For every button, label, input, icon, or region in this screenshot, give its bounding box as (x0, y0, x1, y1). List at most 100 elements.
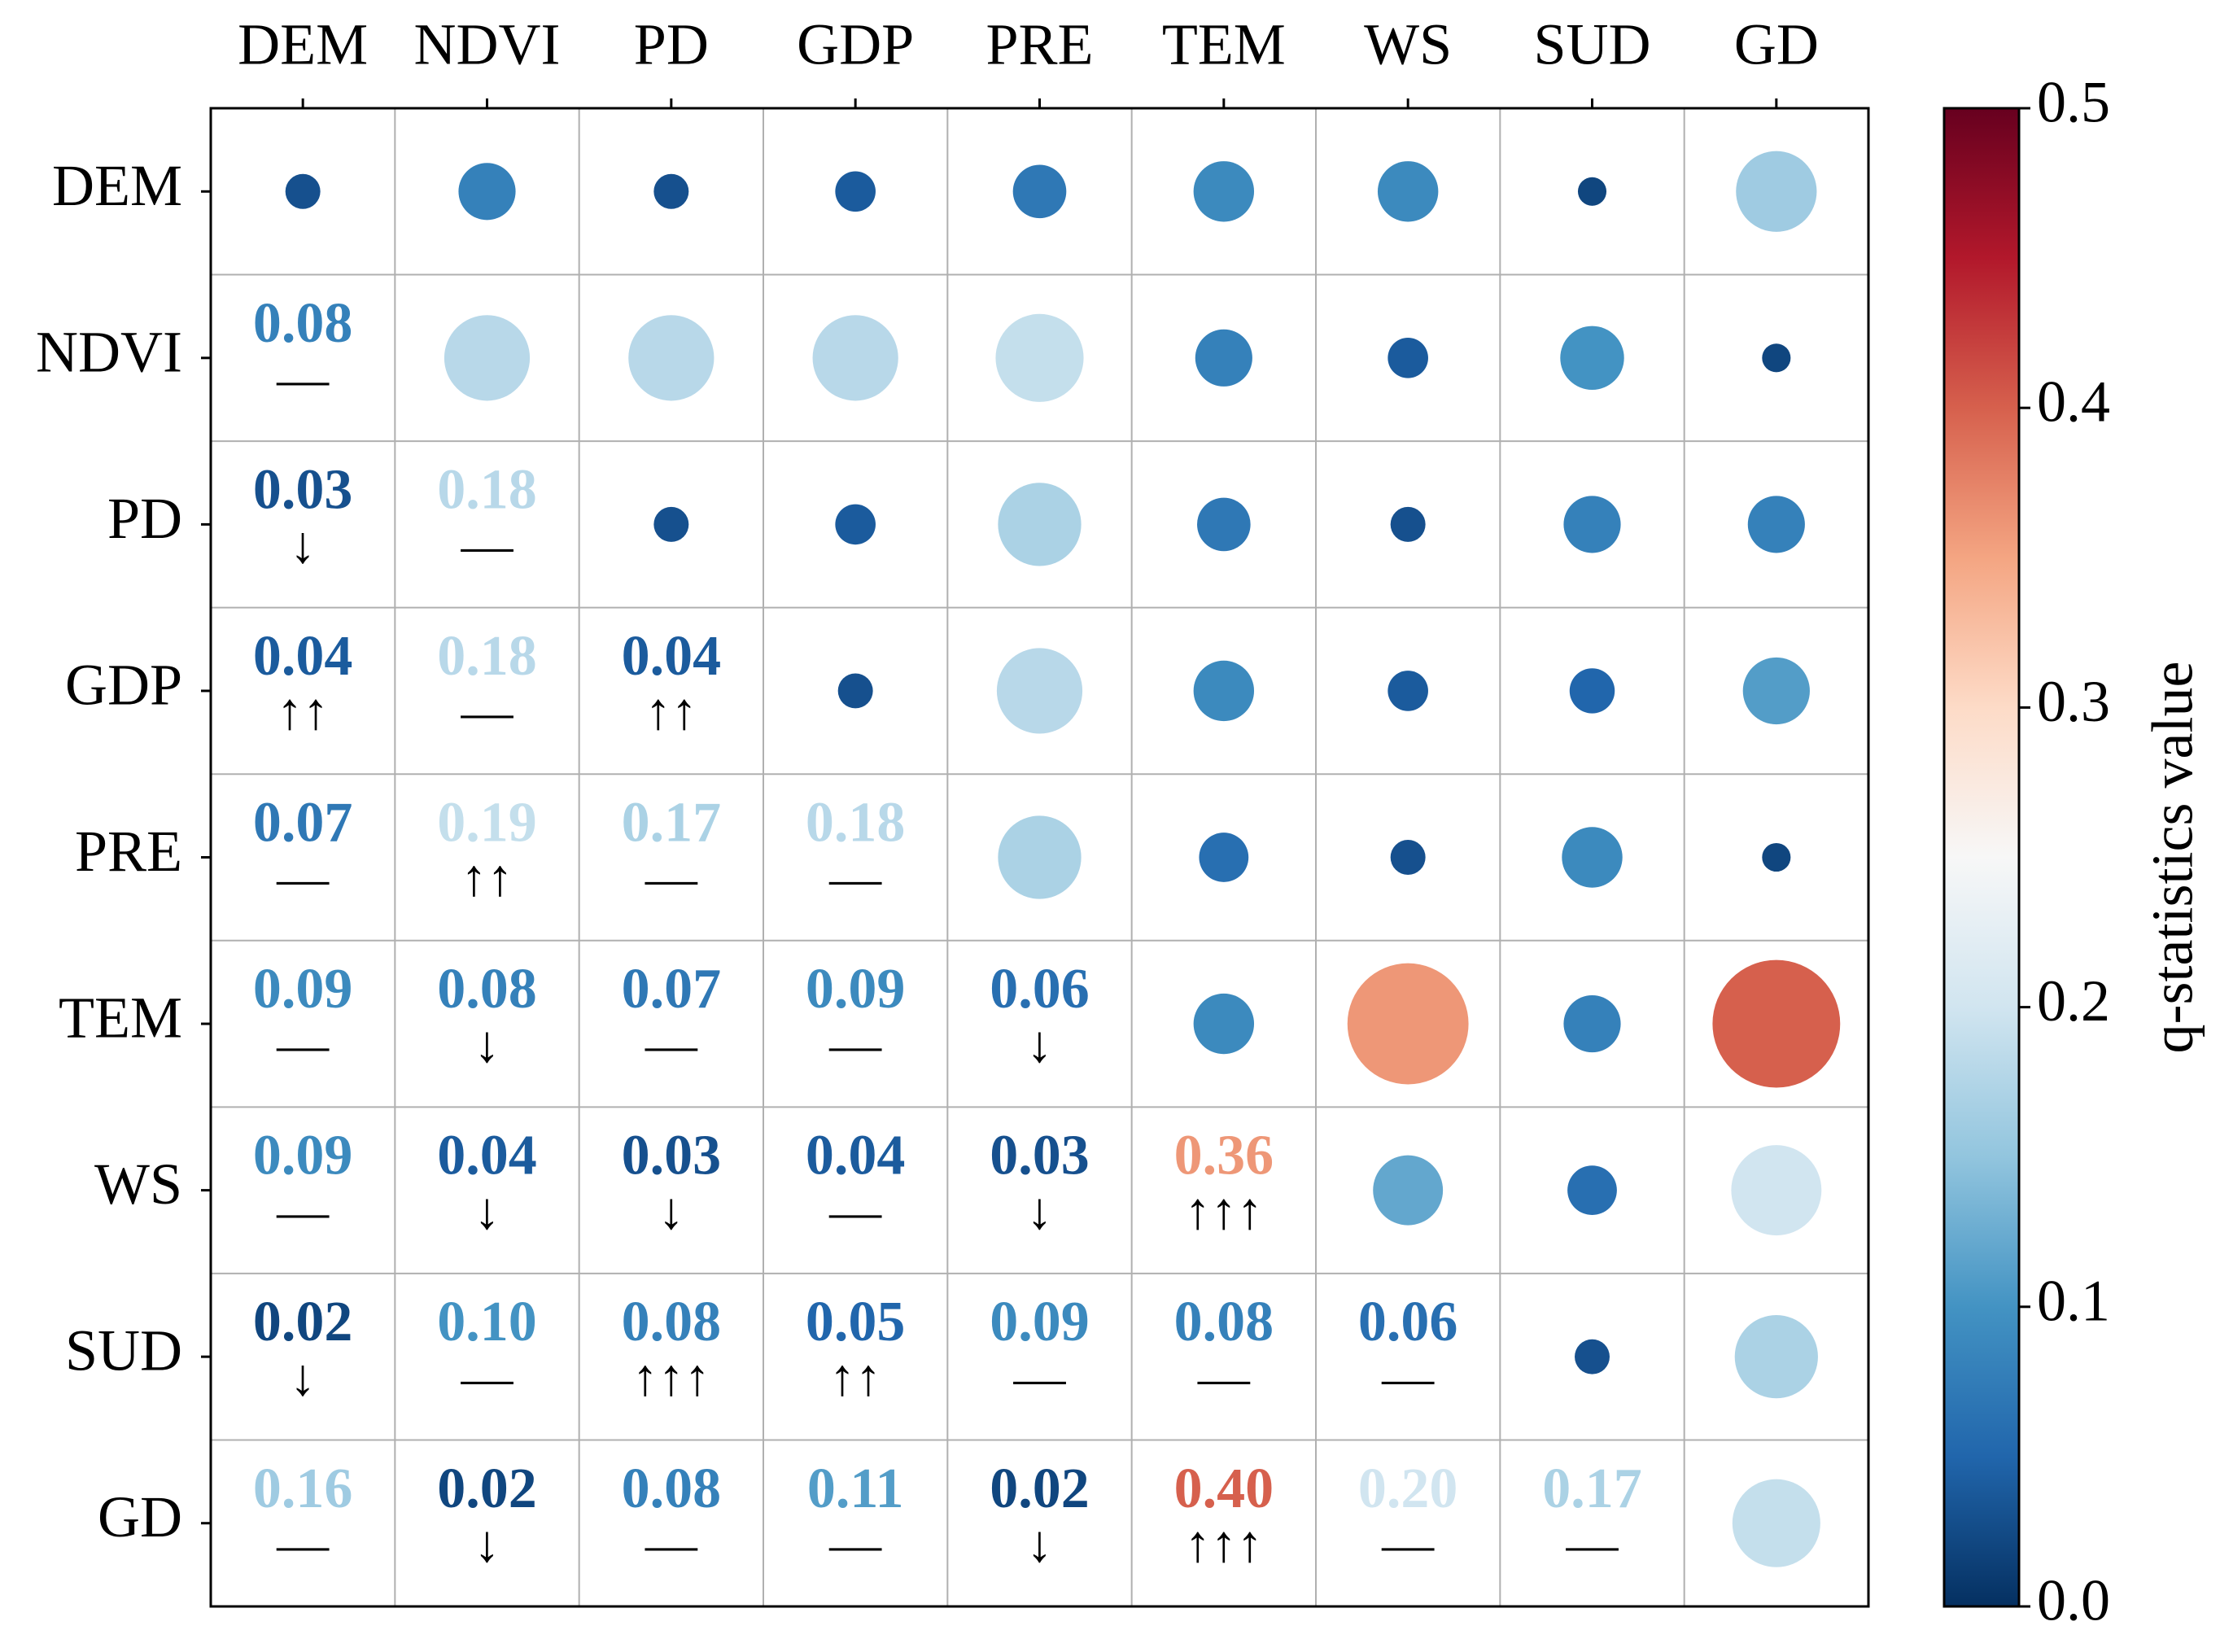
row-label: NDVI (36, 319, 182, 384)
q-value-label: 0.02 (437, 1458, 537, 1520)
interaction-marker: ↓ (474, 1182, 500, 1239)
interaction-marker: — (828, 1514, 882, 1572)
column-label: SUD (1533, 12, 1650, 77)
column-label: DEM (238, 12, 368, 77)
q-value-label: 0.09 (253, 1125, 353, 1187)
q-circle (1569, 668, 1615, 714)
interaction-marker: — (461, 1348, 514, 1406)
row-label: WS (94, 1152, 182, 1217)
interaction-marker: — (1013, 1348, 1067, 1406)
q-circle (1193, 660, 1255, 722)
q-value-label: 0.02 (253, 1291, 353, 1353)
row-label: GDP (65, 652, 182, 717)
q-circle (1373, 1155, 1444, 1226)
q-circle (1012, 164, 1067, 219)
q-value-label: 0.04 (437, 1125, 537, 1187)
row-label: DEM (52, 153, 182, 218)
interaction-marker: — (1197, 1348, 1251, 1406)
row-label: PD (107, 486, 182, 551)
q-circle (1347, 963, 1469, 1085)
q-circle (285, 173, 321, 209)
row-label: GD (98, 1484, 182, 1549)
interaction-marker: — (276, 1182, 330, 1239)
colorbar-tick-label: 0.5 (2037, 70, 2110, 135)
interaction-marker: — (645, 1514, 698, 1572)
column-label: PRE (985, 12, 1093, 77)
q-circle (1762, 842, 1791, 872)
q-circle (1388, 671, 1428, 711)
q-circle (1560, 326, 1624, 391)
q-circle (1567, 1165, 1617, 1215)
q-value-label: 0.09 (253, 958, 353, 1020)
column-label: TEM (1162, 12, 1286, 77)
interaction-marker: ↓ (474, 1514, 500, 1572)
q-value-label: 0.09 (806, 958, 906, 1020)
q-circle (835, 504, 876, 545)
q-circle (1390, 840, 1426, 875)
q-circle (1199, 833, 1249, 882)
q-circle (996, 648, 1083, 734)
q-circle (998, 483, 1082, 566)
q-circle (1563, 496, 1621, 553)
interaction-marker: — (1381, 1348, 1435, 1406)
q-value-label: 0.04 (622, 625, 722, 688)
interaction-marker: — (461, 683, 514, 741)
interaction-marker: ↑↑↑ (1185, 1182, 1263, 1239)
q-value-label: 0.06 (990, 958, 1090, 1020)
q-value-label: 0.10 (437, 1291, 537, 1353)
q-value-label: 0.08 (1174, 1291, 1274, 1353)
q-value-label: 0.02 (990, 1458, 1090, 1520)
interaction-marker: — (828, 1016, 882, 1073)
interaction-marker: — (276, 1016, 330, 1073)
q-value-label: 0.17 (622, 792, 722, 854)
q-value-label: 0.08 (622, 1291, 722, 1353)
q-circle (1575, 1339, 1610, 1374)
q-circle (1193, 161, 1255, 222)
q-circle (1388, 338, 1428, 378)
q-value-label: 0.18 (806, 792, 906, 854)
q-value-label: 0.20 (1358, 1458, 1458, 1520)
q-value-label: 0.03 (253, 458, 353, 521)
q-circle (444, 315, 531, 401)
interaction-marker: — (645, 849, 698, 907)
interaction-marker: ↑↑↑ (1185, 1514, 1263, 1572)
colorbar-tick-label: 0.3 (2037, 669, 2110, 734)
q-circle (1390, 506, 1426, 542)
interaction-marker: — (276, 350, 330, 408)
q-circle (1731, 1145, 1822, 1236)
interaction-marker: — (276, 1514, 330, 1572)
interaction-marker: ↓ (1027, 1016, 1053, 1073)
q-circle (1577, 177, 1607, 206)
column-label: WS (1364, 12, 1452, 77)
interaction-marker: ↓ (1027, 1182, 1053, 1239)
row-label: TEM (59, 986, 182, 1051)
interaction-marker: ↑↑ (461, 849, 513, 907)
column-label: GDP (797, 12, 914, 77)
interaction-marker: — (1566, 1514, 1619, 1572)
q-circle (1734, 1315, 1818, 1399)
column-label: GD (1734, 12, 1819, 77)
colorbar-tick-label: 0.4 (2037, 369, 2110, 435)
interaction-marker: — (461, 516, 514, 574)
interaction-marker: ↑↑ (829, 1348, 881, 1406)
q-value-label: 0.19 (437, 792, 537, 854)
colorbar-tick-label: 0.2 (2037, 968, 2110, 1034)
q-value-label: 0.06 (1358, 1291, 1458, 1353)
q-value-label: 0.08 (437, 958, 537, 1020)
q-value-label: 0.11 (807, 1458, 904, 1520)
q-value-label: 0.05 (806, 1291, 906, 1353)
q-value-label: 0.08 (253, 292, 353, 355)
colorbar-label: q-statistics value (2140, 662, 2205, 1054)
interaction-marker: — (828, 1182, 882, 1239)
q-value-label: 0.08 (622, 1458, 722, 1520)
q-circle (458, 163, 516, 221)
q-value-label: 0.18 (437, 458, 537, 521)
colorbar (1943, 107, 2021, 1608)
interaction-marker: ↓ (474, 1016, 500, 1073)
column-label: NDVI (414, 12, 561, 77)
q-value-label: 0.04 (806, 1125, 906, 1187)
q-value-label: 0.07 (622, 958, 722, 1020)
interaction-marker: ↑↑ (645, 683, 697, 741)
q-circle (1736, 151, 1817, 232)
